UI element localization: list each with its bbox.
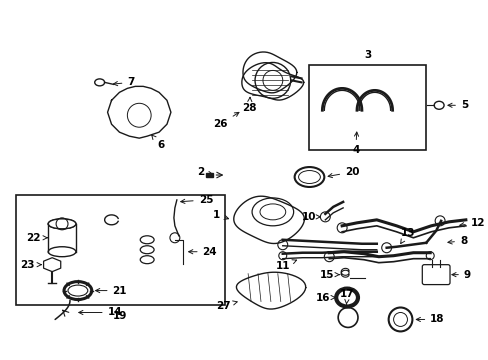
Text: 16: 16 <box>315 293 335 302</box>
Text: 10: 10 <box>301 212 320 222</box>
Text: 22: 22 <box>26 233 47 243</box>
FancyArrow shape <box>205 173 213 177</box>
Text: 12: 12 <box>459 218 484 228</box>
Text: 13: 13 <box>400 228 414 244</box>
Text: 23: 23 <box>20 260 41 270</box>
Text: 20: 20 <box>327 167 359 177</box>
Text: 11: 11 <box>275 260 296 271</box>
Bar <box>16 195 225 305</box>
Text: 28: 28 <box>242 97 256 113</box>
Text: 1: 1 <box>212 210 228 220</box>
Text: 9: 9 <box>451 270 470 280</box>
Text: 15: 15 <box>319 270 339 280</box>
Text: 8: 8 <box>447 236 466 246</box>
Text: 2: 2 <box>196 167 212 177</box>
Text: 17: 17 <box>340 289 354 304</box>
Text: 25: 25 <box>181 195 213 205</box>
Text: 5: 5 <box>447 100 467 110</box>
Text: 27: 27 <box>216 301 237 311</box>
Text: 26: 26 <box>213 112 239 129</box>
Text: 3: 3 <box>364 50 371 60</box>
Text: 21: 21 <box>96 285 127 296</box>
Text: 24: 24 <box>188 247 217 257</box>
Text: 14: 14 <box>79 307 122 318</box>
Text: 7: 7 <box>113 77 135 87</box>
Text: 18: 18 <box>415 314 444 324</box>
Text: 19: 19 <box>113 311 127 321</box>
Ellipse shape <box>48 219 76 229</box>
Text: 6: 6 <box>151 135 164 150</box>
Bar <box>309 66 426 150</box>
Text: 4: 4 <box>351 132 359 155</box>
